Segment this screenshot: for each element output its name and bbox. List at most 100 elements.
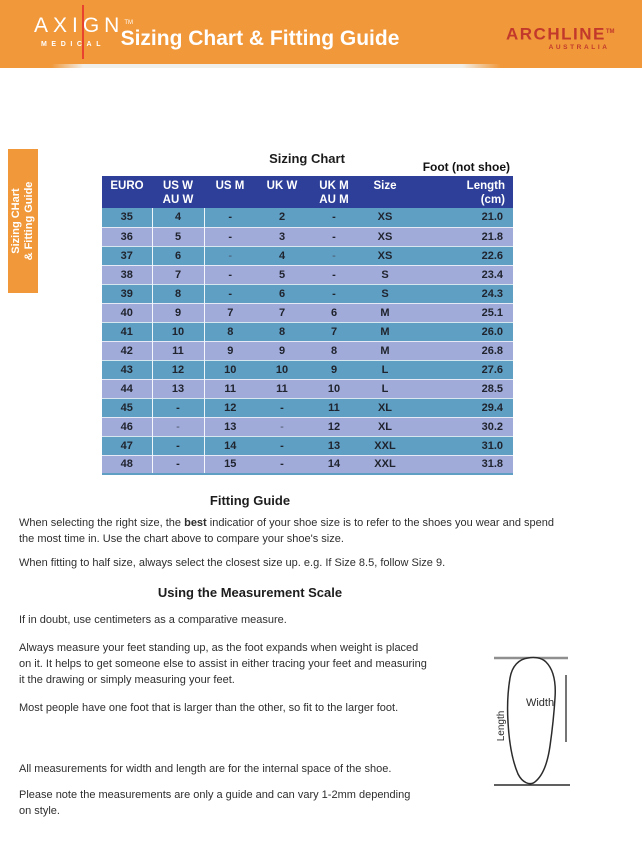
axign-red-line [82, 5, 84, 59]
table-cell: 7 [256, 302, 308, 322]
table-cell: 48 [102, 454, 152, 474]
table-row: 44 13 11 11 10 L 28.5 [102, 378, 513, 398]
table-cell: - [151, 435, 204, 455]
table-cell: 12 [151, 359, 204, 379]
table-cell: 5 [151, 226, 204, 246]
table-cell: S [360, 283, 410, 303]
side-tab-line2: & Fitting Guide [23, 181, 35, 261]
table-cell: 27.6 [410, 359, 513, 379]
table-cell: XL [360, 416, 410, 436]
page-title: Sizing Chart & Fitting Guide [120, 27, 400, 50]
table-cell: 28.5 [410, 378, 513, 398]
table-cell: 6 [151, 245, 204, 265]
table-cell: 29.4 [410, 397, 513, 417]
table-cell: XS [377, 211, 393, 224]
side-tab: Sizing CHart & Fitting Guide [8, 149, 38, 293]
table-cell: - [203, 245, 256, 265]
column-header-line1: US W [162, 180, 194, 192]
table-row: 37 6-4- XS 22.6 [102, 245, 513, 265]
axign-logo: AXIGNTM MEDICAL [34, 11, 133, 48]
table-cell: - [308, 264, 360, 284]
measurement-paragraph-1: If in doubt, use centimeters as a compar… [19, 614, 287, 626]
table-cell: - [203, 283, 256, 303]
table-cell: 42 [102, 340, 152, 360]
table-cell: 13 [203, 416, 256, 436]
table-row: 40 9 7 7 6 M 25.1 [102, 302, 513, 322]
table-row: 38 7-5- S 23.4 [102, 264, 513, 284]
table-cell: 25.1 [410, 302, 513, 322]
column-header-line1: Length [466, 180, 505, 192]
table-cell: 35 [120, 211, 133, 224]
table-cell: 11 [203, 378, 256, 398]
foot-diagram: Width Length [494, 656, 570, 786]
table-cell: 45 [102, 397, 152, 417]
table-row: 41 10 8 8 7 M 26.0 [102, 321, 513, 341]
table-cell: 7 [151, 264, 204, 284]
table-cell: 7 [308, 321, 360, 341]
table-cell: - [256, 416, 308, 436]
table-cell: 6 [256, 283, 308, 303]
sizing-chart-title: Sizing Chart [269, 151, 345, 166]
table-cell: XXL [360, 454, 410, 474]
table-cell: 9 [308, 359, 360, 379]
column-header-line1: UK M [319, 180, 349, 192]
table-cell: XL [360, 397, 410, 417]
table-row: 43 12 10 10 9 L 27.6 [102, 359, 513, 379]
table-cell: 11 [308, 397, 360, 417]
table-cell: 43 [102, 359, 152, 379]
measurement-scale-heading: Using the Measurement Scale [157, 585, 343, 600]
table-cell: 10 [203, 359, 256, 379]
sizing-table-body: 35 4-2- XS 21.0 36 5-3- XS 21.8 37 6-4- XS 22.6 38 7-… [102, 208, 513, 474]
measurement-paragraph-5: Please note the measurements are only a … [19, 789, 411, 817]
table-cell: 36 [102, 226, 152, 246]
table-cell: 9 [256, 340, 308, 360]
table-cell: 47 [102, 435, 152, 455]
table-cell: 3 [256, 226, 308, 246]
foot-outline [506, 656, 556, 785]
table-cell: M [360, 340, 410, 360]
table-row: 46-13-12 XL 30.2 [102, 416, 513, 436]
table-cell: 8 [256, 321, 308, 341]
table-cell: 26.8 [410, 340, 513, 360]
archline-wordmark: ARCHLINE [506, 24, 606, 44]
table-cell: - [151, 454, 204, 474]
side-tab-line1: Sizing CHart [10, 188, 22, 254]
table-cell: 21.0 [481, 211, 503, 224]
measurement-paragraph-3: Most people have one foot that is larger… [19, 702, 399, 714]
table-cell: 30.2 [410, 416, 513, 436]
table-cell: 10 [308, 378, 360, 398]
table-cell: 31.8 [410, 454, 513, 474]
table-cell: 13 [308, 435, 360, 455]
length-label: Length [496, 711, 507, 742]
table-cell: 46 [102, 416, 152, 436]
column-header: UK M AU M [308, 176, 360, 208]
table-cell: 4 [151, 208, 204, 227]
table-cell: - [256, 397, 308, 417]
measurement-paragraph-2: Always measure your feet standing up, as… [19, 642, 427, 686]
table-cell: 23.4 [410, 264, 513, 284]
table-cell: 22.6 [410, 245, 513, 265]
column-header-line1: UK W [266, 180, 298, 192]
axign-wordmark: AXIGN [34, 14, 125, 37]
table-row: 36 5-3- XS 21.8 [102, 226, 513, 246]
width-label: Width [526, 697, 554, 709]
table-cell: 9 [203, 340, 256, 360]
paragraph-bold-text: best [184, 517, 207, 529]
table-cell: 44 [102, 378, 152, 398]
table-cell: 6 [308, 302, 360, 322]
table-cell: 2 [278, 211, 286, 224]
table-cell: S [360, 264, 410, 284]
archline-australia-label: AUSTRALIA [548, 43, 610, 51]
table-cell: 5 [256, 264, 308, 284]
table-row: 47-14-13 XXL 31.0 [102, 435, 513, 455]
fitting-guide-heading: Fitting Guide [209, 493, 291, 508]
table-cell: 14 [203, 435, 256, 455]
column-header: UK W [256, 176, 308, 208]
table-cell: 40 [102, 302, 152, 322]
table-cell: 8 [308, 340, 360, 360]
table-cell: - [332, 211, 336, 224]
table-cell: 12 [203, 397, 256, 417]
column-header: US M [204, 176, 256, 208]
table-cell: 4 [256, 245, 308, 265]
